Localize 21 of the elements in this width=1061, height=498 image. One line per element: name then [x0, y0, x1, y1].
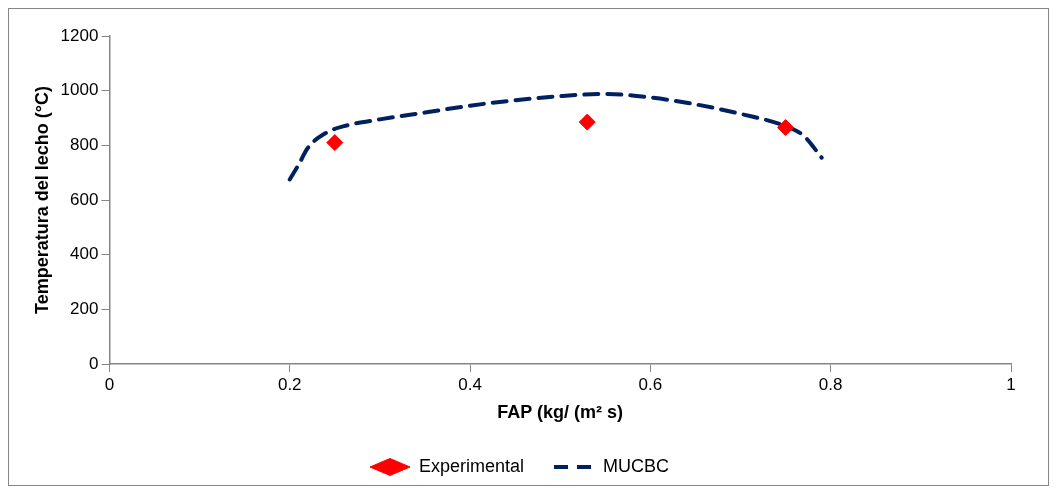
y-tick-label: 1200 [60, 25, 99, 45]
y-tick-label: 1000 [60, 80, 99, 100]
x-tick-label: 0 [104, 374, 115, 394]
y-tick-label: 200 [70, 299, 99, 319]
x-tick-label: 1 [1006, 374, 1016, 394]
x-axis-title: FAP (kg/ (m² s) [497, 402, 624, 423]
point [777, 119, 795, 137]
y-tick-label: 600 [70, 189, 99, 209]
x-tick-label: 0.4 [458, 374, 482, 394]
point [578, 113, 596, 131]
x-tick-label: 0.2 [277, 374, 302, 394]
point [326, 134, 344, 152]
y-tick-label: 800 [70, 135, 99, 155]
legend-label: MUCBC [603, 455, 670, 476]
line-series [287, 91, 824, 182]
y-tick-label: 400 [70, 244, 99, 264]
legend-label: Experimental [418, 455, 525, 476]
x-tick-label: 0.8 [818, 374, 843, 394]
y-axis-title: Temperatura del lecho (°C) [31, 86, 52, 314]
y-tick-label: 0 [88, 353, 99, 373]
x-tick-label: 0.6 [638, 374, 663, 394]
